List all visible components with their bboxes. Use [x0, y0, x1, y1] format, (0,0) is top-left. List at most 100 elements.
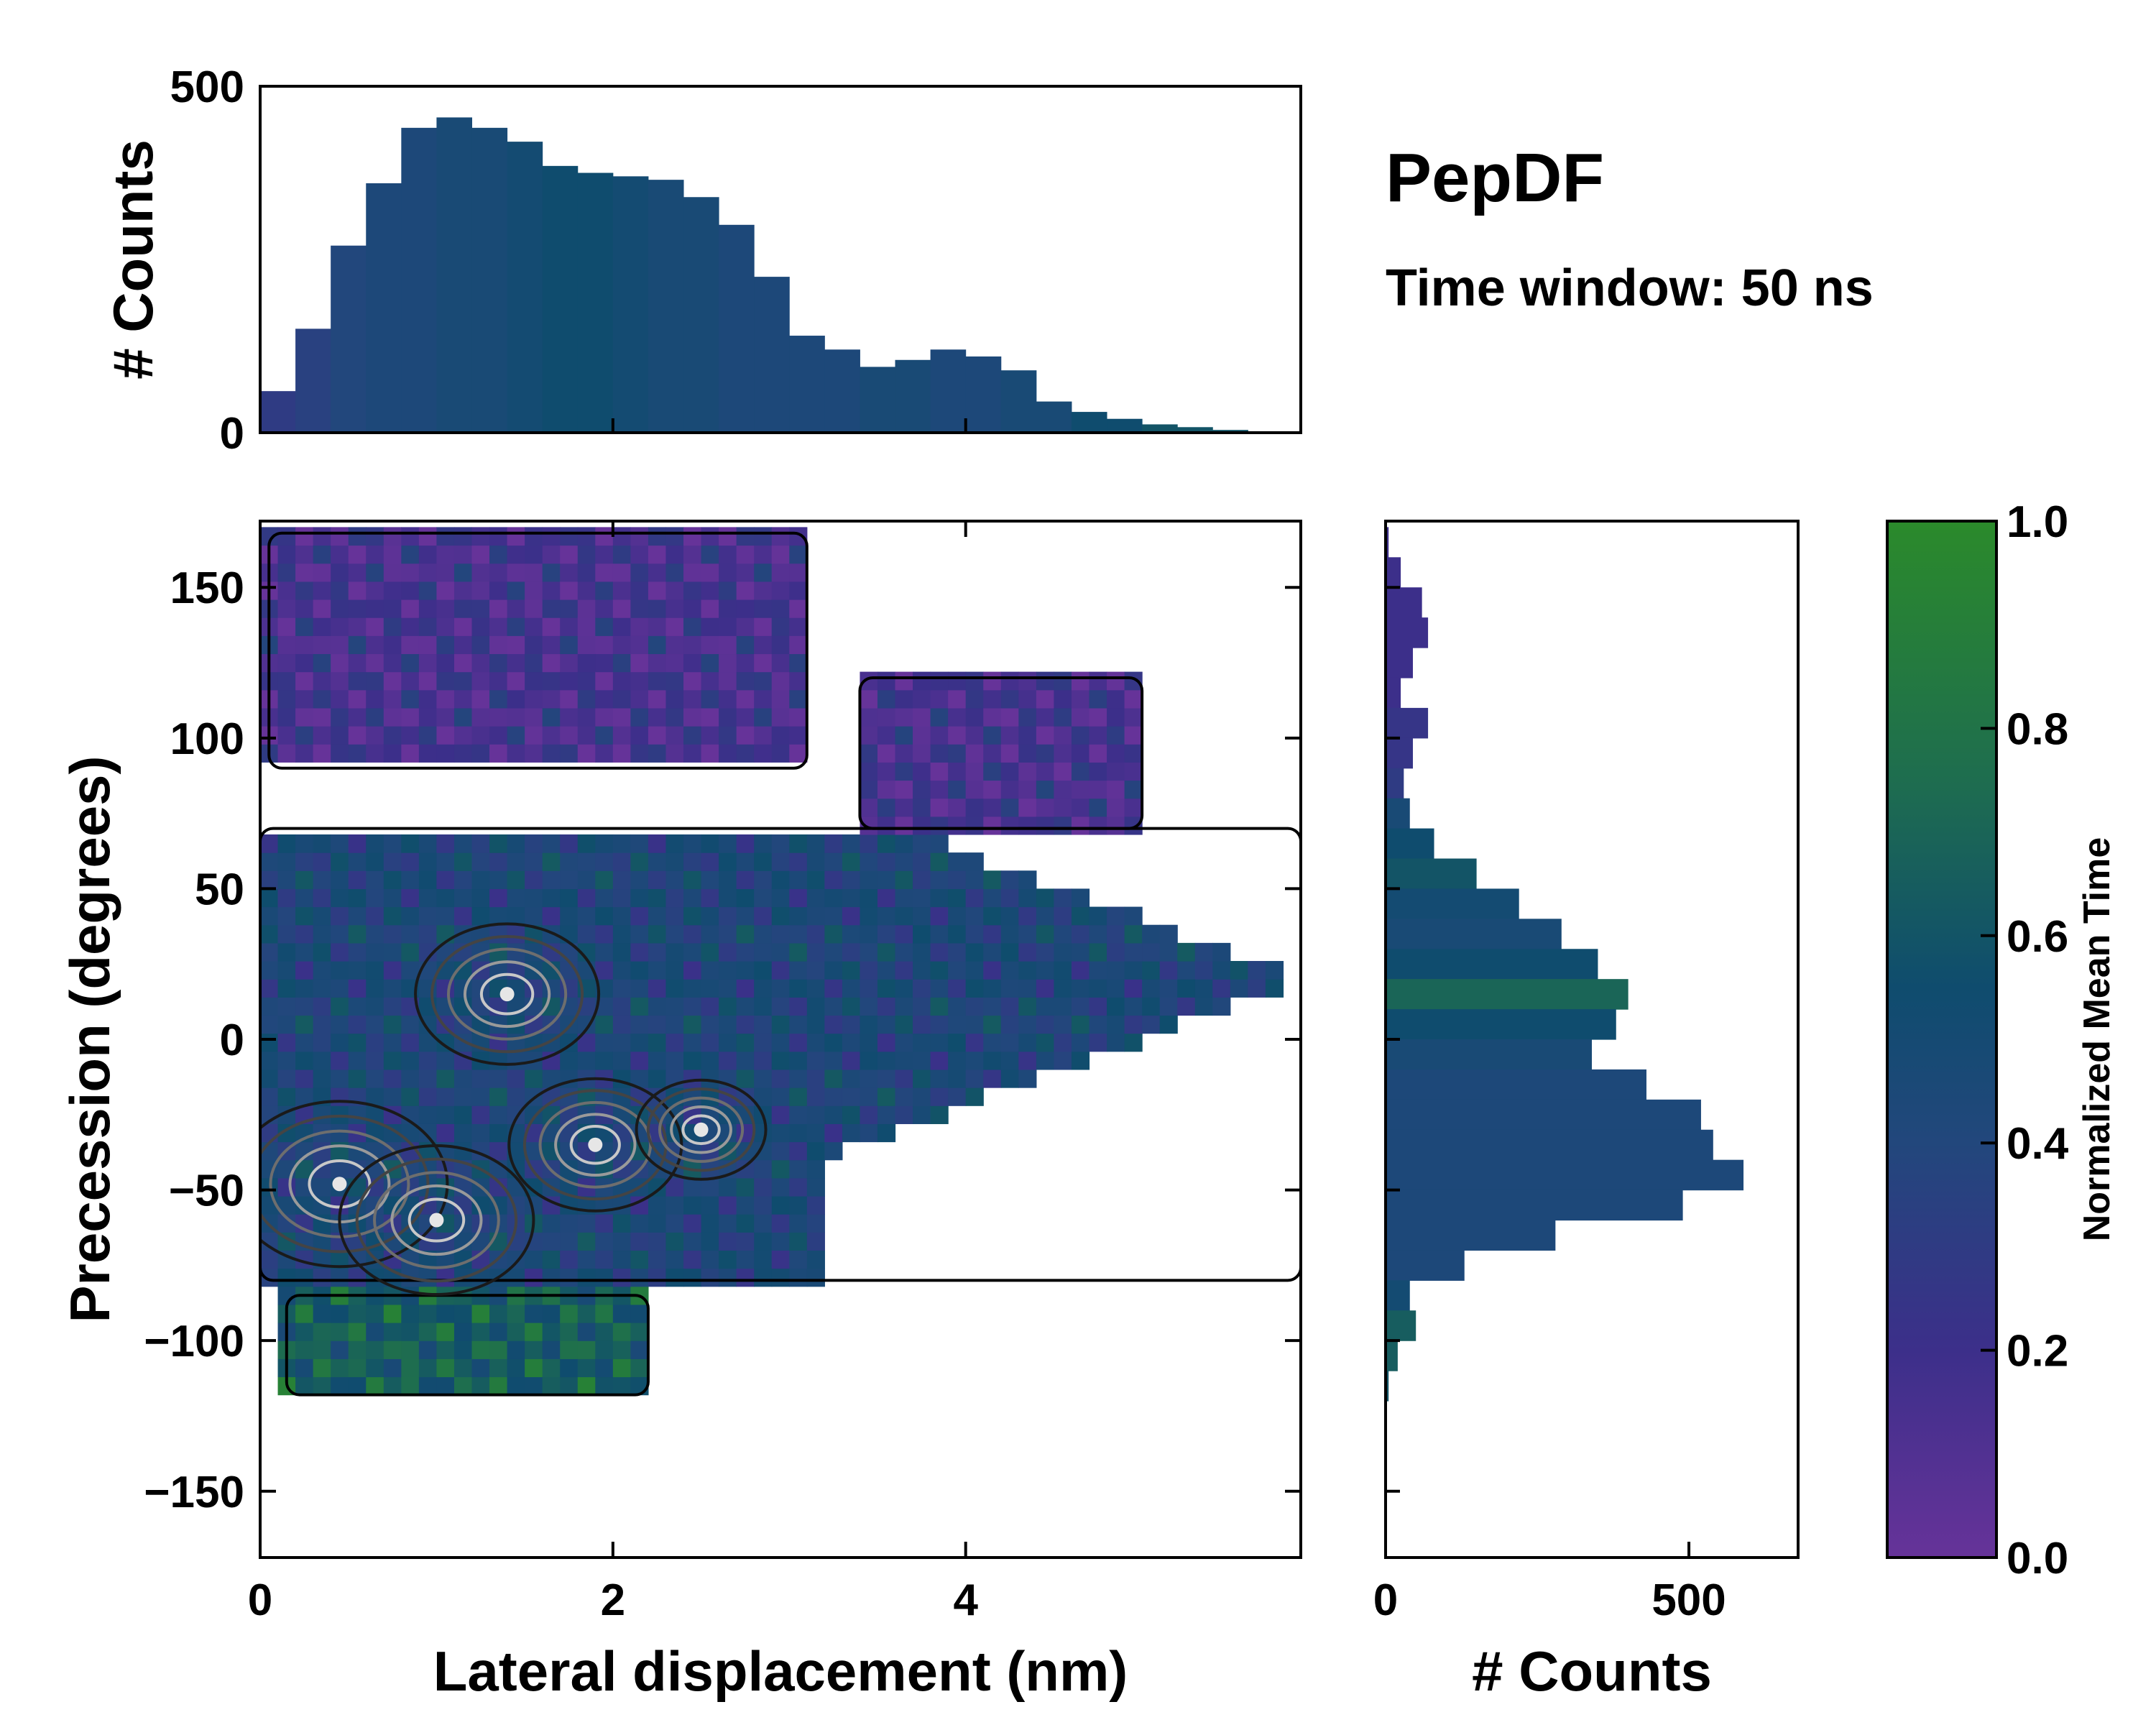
heatmap-cell	[665, 1051, 684, 1070]
heatmap-cell	[542, 653, 561, 673]
heatmap-cell	[277, 1015, 296, 1034]
heatmap-cell	[1089, 1033, 1107, 1052]
heatmap-cell	[824, 1033, 843, 1052]
heatmap-cell	[806, 1214, 825, 1233]
heatmap-cell	[383, 924, 402, 944]
heatmap-cell	[1000, 1015, 1019, 1034]
density-peak	[588, 1137, 603, 1152]
heatmap-cell	[806, 1105, 825, 1124]
heatmap-cell	[913, 1015, 931, 1034]
heatmap-cell	[806, 1051, 825, 1070]
heatmap-cell	[683, 1214, 702, 1233]
heatmap-cell	[313, 707, 331, 727]
heatmap-cell	[948, 1087, 967, 1106]
heatmap-cell	[489, 1087, 508, 1106]
heatmap-cell	[683, 635, 702, 655]
heatmap-cell	[965, 762, 984, 781]
heatmap-cell	[525, 1358, 543, 1378]
chart-title: PepDF	[1386, 139, 1604, 216]
heatmap-cell	[719, 1033, 737, 1052]
heatmap-cell	[595, 961, 614, 980]
heatmap-cell	[630, 653, 649, 673]
heatmap-cell	[630, 870, 649, 890]
heatmap-cell	[860, 888, 878, 908]
heatmap-cell	[895, 888, 913, 908]
heatmap-cell	[719, 653, 737, 673]
top-histogram-bar	[612, 176, 649, 433]
heatmap-cell	[930, 816, 949, 835]
heatmap-cell	[489, 671, 508, 691]
heatmap-cell	[348, 635, 367, 655]
heatmap-cell	[665, 1033, 684, 1052]
heatmap-cell	[860, 726, 878, 745]
heatmap-cell	[525, 653, 543, 673]
heatmap-cell	[401, 852, 420, 871]
heatmap-cell	[348, 924, 367, 944]
heatmap-cell	[1000, 1051, 1019, 1070]
density-contour	[269, 1129, 410, 1238]
heatmap-cell	[507, 563, 525, 582]
heatmap-cell	[771, 834, 790, 853]
heatmap-cell	[313, 1105, 331, 1124]
heatmap-cell	[1230, 961, 1248, 980]
heatmap-cell	[719, 1015, 737, 1034]
heatmap-cell	[489, 942, 508, 962]
heatmap-cell	[418, 563, 438, 582]
heatmap-cell	[366, 961, 384, 980]
heatmap-cell	[771, 906, 790, 926]
heatmap-cell	[1036, 816, 1055, 835]
heatmap-cell	[754, 689, 773, 709]
heatmap-cell	[648, 581, 667, 600]
heatmap-cell	[453, 1087, 473, 1106]
heatmap-cell	[930, 798, 949, 817]
heatmap-cell	[560, 671, 579, 691]
heatmap-cell	[736, 961, 755, 980]
heatmap-cell	[1036, 888, 1055, 908]
heatmap-cell	[789, 906, 808, 926]
heatmap-cell	[525, 870, 543, 890]
heatmap-cell	[507, 617, 525, 636]
heatmap-cell	[913, 798, 931, 817]
heatmap-cell	[719, 1232, 737, 1251]
top-histogram-bar	[401, 127, 437, 433]
heatmap-cell	[453, 906, 473, 926]
heatmap-cell	[348, 1340, 367, 1359]
heatmap-cell	[948, 942, 967, 962]
heatmap-cell	[595, 1015, 614, 1034]
heatmap-cell	[771, 726, 790, 745]
heatmap-cell	[612, 689, 631, 709]
heatmap-cell	[842, 906, 861, 926]
heatmap-cell	[754, 961, 773, 980]
heatmap-cell	[930, 852, 949, 871]
heatmap-cell	[525, 906, 543, 926]
heatmap-cell	[612, 1268, 631, 1287]
heatmap-cell	[771, 707, 790, 727]
heatmap-cell	[331, 924, 349, 944]
heatmap-cell	[1054, 1033, 1072, 1052]
heatmap-cell	[965, 1051, 984, 1070]
heatmap-cell	[1018, 762, 1037, 781]
heatmap-cell	[595, 581, 614, 600]
heatmap-cell	[418, 653, 438, 673]
heatmap-cell	[665, 635, 684, 655]
heatmap-cell	[683, 1033, 702, 1052]
heatmap-cell	[436, 599, 455, 618]
heatmap-cell	[665, 979, 684, 998]
heatmap-cell	[453, 599, 473, 618]
heatmap-cell	[525, 545, 543, 564]
right-histogram-bar	[1386, 707, 1429, 739]
heatmap-cell	[418, 906, 438, 926]
heatmap-cell	[701, 834, 719, 853]
heatmap-cell	[436, 1069, 455, 1088]
heatmap-cell	[771, 1069, 790, 1088]
heatmap-cell	[1124, 924, 1143, 944]
heatmap-cell	[877, 1033, 896, 1052]
heatmap-cell	[295, 852, 314, 871]
heatmap-cell	[665, 689, 684, 709]
right-histogram-bar	[1386, 1250, 1465, 1281]
heatmap-cell	[260, 997, 279, 1016]
heatmap-cell	[577, 1340, 596, 1359]
heatmap-cell	[612, 563, 631, 582]
heatmap-cell	[860, 979, 878, 998]
heatmap-cell	[525, 1322, 543, 1341]
